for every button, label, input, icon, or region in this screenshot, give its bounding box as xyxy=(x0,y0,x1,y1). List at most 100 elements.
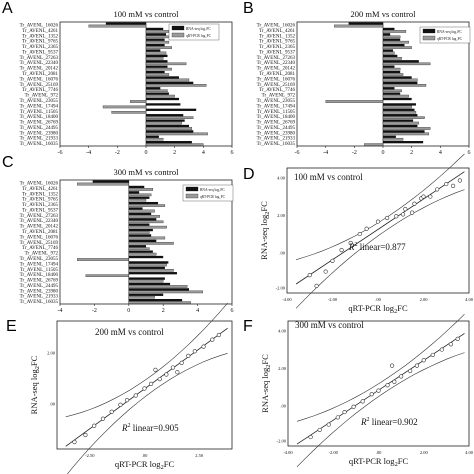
bar-qpcr xyxy=(382,132,430,136)
bar-rnaseq xyxy=(128,223,150,226)
bar-rnaseq xyxy=(383,76,412,79)
data-point xyxy=(403,206,408,212)
data-point xyxy=(369,392,374,397)
data-point xyxy=(428,194,433,199)
gene-label: Tr_AVENL_1352 xyxy=(259,34,295,39)
data-point xyxy=(376,388,381,393)
bar-qpcr xyxy=(382,46,412,49)
data-point xyxy=(314,283,319,288)
bar-rnaseq xyxy=(383,38,401,41)
bar-qpcr xyxy=(382,127,431,130)
gene-label: Tr_AVENL_11505 xyxy=(20,110,59,115)
y-axis-label: RNA-seq log2FC xyxy=(260,354,272,413)
bar-rnaseq xyxy=(128,201,159,205)
data-point xyxy=(148,381,154,386)
bar-rnaseq xyxy=(128,282,171,286)
data-point xyxy=(133,393,138,398)
data-point xyxy=(83,432,88,438)
data-point xyxy=(408,368,413,374)
bar-qpcr xyxy=(382,40,409,44)
data-point xyxy=(192,349,197,354)
panel-b: B 200 mM vs control Tr_AVENL_16026 Tr_AVEN… xyxy=(237,0,474,158)
y-tick-label: -2.00 xyxy=(277,439,287,444)
gene-label: Tr_AVENL_20142 xyxy=(257,67,296,72)
bar-rnaseq xyxy=(383,130,425,133)
data-point xyxy=(348,240,353,246)
bar-rnaseq xyxy=(383,81,418,84)
gene-label: Tr_AVENL_21933 xyxy=(20,137,59,142)
data-point xyxy=(335,415,340,420)
data-point xyxy=(339,248,344,253)
x-tick-label: -4 xyxy=(86,150,91,156)
gene-label: Tr_AVENL_2365 xyxy=(22,45,58,50)
x-tick-label: 4.00 xyxy=(465,450,474,455)
gene-label: Tr_AVENL_2081 xyxy=(22,230,58,235)
data-point xyxy=(216,332,221,338)
gene-label: Tr_AVENL_27263 xyxy=(257,56,296,61)
r-squared-label: R2 linear=0.905 xyxy=(121,423,179,433)
bar-qpcr xyxy=(145,51,167,55)
bar-qpcr xyxy=(145,67,172,71)
gene-label: Tr_AVENL_18400 xyxy=(257,115,296,120)
legend-swatch-rnaseq xyxy=(171,25,185,31)
bar-rnaseq xyxy=(146,76,179,79)
bar-rnaseq xyxy=(146,92,169,95)
bar-rnaseq xyxy=(383,43,405,47)
bar-qpcr xyxy=(128,247,150,251)
r-squared-label: R2 linear=0.902 xyxy=(360,417,418,427)
bar-rnaseq xyxy=(128,250,153,253)
gene-label: Tr_AVENL_27263 xyxy=(20,214,59,219)
data-point xyxy=(308,434,313,440)
bar-rnaseq xyxy=(146,65,168,68)
data-point xyxy=(307,273,312,278)
data-point xyxy=(385,215,390,221)
y-tick-label: 4.00 xyxy=(278,329,287,334)
bar-rnaseq xyxy=(146,124,189,128)
gene-label: Tr_AVENL_7746 xyxy=(259,88,295,93)
data-point xyxy=(72,439,77,445)
bar-chart-300mm: 300 mM vs controlTr_AVENL_16026Tr_AVENL_… xyxy=(20,167,234,314)
y-tick-label: 4.00 xyxy=(277,176,286,181)
x-tick-label: 0 xyxy=(145,150,148,156)
bar-qpcr xyxy=(128,269,174,272)
bar-qpcr xyxy=(128,290,203,294)
x-tick-label: -4 xyxy=(58,308,63,314)
bar-rnaseq xyxy=(383,141,424,144)
bar-qpcr xyxy=(128,204,166,207)
bar-qpcr xyxy=(364,143,384,146)
legend-swatch-rnaseq xyxy=(422,28,436,34)
gene-label: Tr_AVENL_17494 xyxy=(257,104,296,109)
data-point xyxy=(385,383,390,388)
x-tick-label: -4 xyxy=(323,150,328,156)
bar-rnaseq xyxy=(128,245,146,248)
legend-label: RNA-seq log₂FC xyxy=(200,188,225,192)
bar-qpcr xyxy=(128,263,167,267)
confidence-band xyxy=(66,353,228,474)
legend-swatch-rnaseq xyxy=(185,186,199,192)
gene-label: Tr_AVENL_23055 xyxy=(20,257,59,262)
panel-label-e: E xyxy=(6,318,17,335)
bar-qpcr xyxy=(128,242,174,245)
gene-label: Tr_AVENL_17494 xyxy=(20,104,59,109)
bar-rnaseq xyxy=(146,33,167,36)
bar-rnaseq xyxy=(146,81,194,84)
x-tick-label: -6 xyxy=(295,150,300,156)
bar-rnaseq xyxy=(128,196,150,199)
gene-label: Tr_AVENL_7746 xyxy=(22,88,58,93)
y-tick-label: 2.00 xyxy=(278,366,287,371)
regression-line xyxy=(295,171,465,285)
data-point xyxy=(100,416,106,421)
bar-qpcr xyxy=(102,105,147,109)
gene-label: Tr_AVENL_972 xyxy=(262,94,296,99)
bar-qpcr xyxy=(382,35,401,39)
data-point xyxy=(399,374,404,379)
bar-qpcr xyxy=(145,62,187,66)
panel-label-c: C xyxy=(2,154,14,171)
gene-label: Tr_AVENL_22340 xyxy=(20,61,59,66)
x-tick-label: 4.00 xyxy=(465,297,474,302)
gene-label: Tr_AVENL_16076 xyxy=(257,77,296,82)
x-tick-label: -6 xyxy=(58,150,63,156)
bar-rnaseq xyxy=(383,49,394,52)
gene-label: Tr_AVENL_25169 xyxy=(20,83,59,88)
panel-e: E 200 mM vs control -2.50.00 2.50 2.00.00 qR… xyxy=(0,302,237,474)
